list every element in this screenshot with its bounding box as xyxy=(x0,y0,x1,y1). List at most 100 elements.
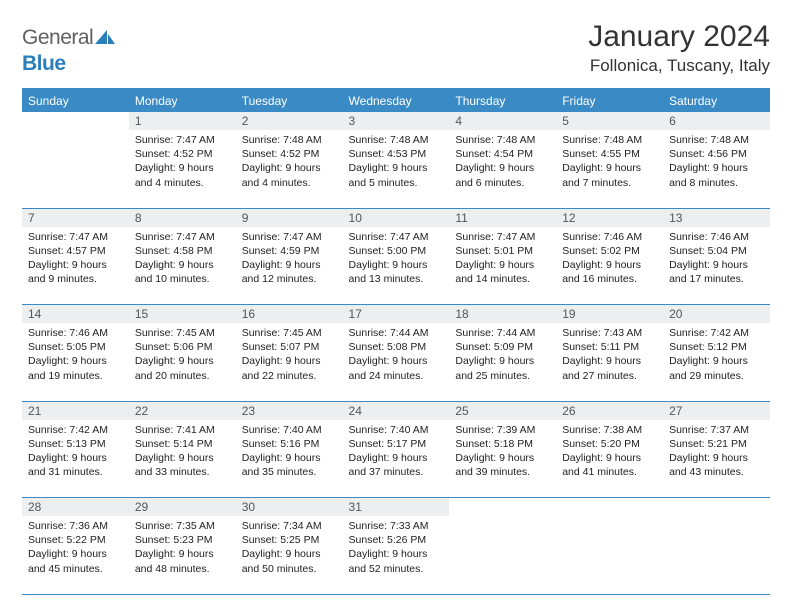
day-number-cell: 22 xyxy=(129,401,236,420)
day-number: 25 xyxy=(449,402,556,420)
day-number: 4 xyxy=(449,112,556,130)
day-details: Sunrise: 7:42 AMSunset: 5:13 PMDaylight:… xyxy=(22,420,129,486)
day-body-cell: Sunrise: 7:45 AMSunset: 5:07 PMDaylight:… xyxy=(236,323,343,401)
week-body-row: Sunrise: 7:36 AMSunset: 5:22 PMDaylight:… xyxy=(22,516,770,594)
day-body-cell: Sunrise: 7:44 AMSunset: 5:09 PMDaylight:… xyxy=(449,323,556,401)
day-details: Sunrise: 7:43 AMSunset: 5:11 PMDaylight:… xyxy=(556,323,663,389)
day-details: Sunrise: 7:48 AMSunset: 4:56 PMDaylight:… xyxy=(663,130,770,196)
day-number-cell: 15 xyxy=(129,305,236,324)
day-number: 1 xyxy=(129,112,236,130)
day-number-cell: 10 xyxy=(343,208,450,227)
location: Follonica, Tuscany, Italy xyxy=(588,56,770,76)
weekday-header: Monday xyxy=(129,89,236,112)
day-number-cell: 27 xyxy=(663,401,770,420)
week-daynum-row: 28293031 xyxy=(22,498,770,517)
day-number-cell: 9 xyxy=(236,208,343,227)
day-number: 30 xyxy=(236,498,343,516)
day-number: 20 xyxy=(663,305,770,323)
day-number-cell: 19 xyxy=(556,305,663,324)
day-number xyxy=(22,112,129,116)
week-daynum-row: 78910111213 xyxy=(22,208,770,227)
day-number: 17 xyxy=(343,305,450,323)
day-number-cell: 20 xyxy=(663,305,770,324)
day-body-cell xyxy=(556,516,663,594)
day-number-cell: 12 xyxy=(556,208,663,227)
week-daynum-row: 21222324252627 xyxy=(22,401,770,420)
day-number-cell: 7 xyxy=(22,208,129,227)
day-body-cell: Sunrise: 7:38 AMSunset: 5:20 PMDaylight:… xyxy=(556,420,663,498)
day-number-cell: 24 xyxy=(343,401,450,420)
day-number-cell: 30 xyxy=(236,498,343,517)
day-number: 21 xyxy=(22,402,129,420)
day-number: 23 xyxy=(236,402,343,420)
day-number: 2 xyxy=(236,112,343,130)
logo-part1: General xyxy=(22,26,93,49)
day-body-cell: Sunrise: 7:48 AMSunset: 4:52 PMDaylight:… xyxy=(236,130,343,208)
day-body-cell: Sunrise: 7:46 AMSunset: 5:05 PMDaylight:… xyxy=(22,323,129,401)
day-number-cell: 2 xyxy=(236,112,343,130)
day-body-cell: Sunrise: 7:42 AMSunset: 5:13 PMDaylight:… xyxy=(22,420,129,498)
week-body-row: Sunrise: 7:42 AMSunset: 5:13 PMDaylight:… xyxy=(22,420,770,498)
day-details: Sunrise: 7:42 AMSunset: 5:12 PMDaylight:… xyxy=(663,323,770,389)
day-details: Sunrise: 7:39 AMSunset: 5:18 PMDaylight:… xyxy=(449,420,556,486)
day-details: Sunrise: 7:40 AMSunset: 5:16 PMDaylight:… xyxy=(236,420,343,486)
day-body-cell: Sunrise: 7:48 AMSunset: 4:56 PMDaylight:… xyxy=(663,130,770,208)
day-number: 16 xyxy=(236,305,343,323)
day-body-cell: Sunrise: 7:43 AMSunset: 5:11 PMDaylight:… xyxy=(556,323,663,401)
day-details: Sunrise: 7:48 AMSunset: 4:52 PMDaylight:… xyxy=(236,130,343,196)
day-body-cell xyxy=(449,516,556,594)
day-number xyxy=(663,498,770,502)
day-number: 8 xyxy=(129,209,236,227)
day-body-cell xyxy=(22,130,129,208)
day-details: Sunrise: 7:44 AMSunset: 5:08 PMDaylight:… xyxy=(343,323,450,389)
day-number-cell: 8 xyxy=(129,208,236,227)
day-number xyxy=(449,498,556,502)
day-details: Sunrise: 7:47 AMSunset: 4:58 PMDaylight:… xyxy=(129,227,236,293)
day-number: 22 xyxy=(129,402,236,420)
day-number: 12 xyxy=(556,209,663,227)
day-details: Sunrise: 7:38 AMSunset: 5:20 PMDaylight:… xyxy=(556,420,663,486)
day-number-cell: 23 xyxy=(236,401,343,420)
day-body-cell: Sunrise: 7:48 AMSunset: 4:54 PMDaylight:… xyxy=(449,130,556,208)
day-body-cell: Sunrise: 7:47 AMSunset: 4:59 PMDaylight:… xyxy=(236,227,343,305)
week-body-row: Sunrise: 7:47 AMSunset: 4:57 PMDaylight:… xyxy=(22,227,770,305)
day-number-cell: 25 xyxy=(449,401,556,420)
day-details: Sunrise: 7:34 AMSunset: 5:25 PMDaylight:… xyxy=(236,516,343,582)
day-number xyxy=(556,498,663,502)
logo: General Blue xyxy=(22,26,116,76)
day-body-cell: Sunrise: 7:42 AMSunset: 5:12 PMDaylight:… xyxy=(663,323,770,401)
day-body-cell: Sunrise: 7:46 AMSunset: 5:02 PMDaylight:… xyxy=(556,227,663,305)
day-number: 28 xyxy=(22,498,129,516)
day-details: Sunrise: 7:35 AMSunset: 5:23 PMDaylight:… xyxy=(129,516,236,582)
day-number: 19 xyxy=(556,305,663,323)
page-header: GeneralBlue January 2024 Follonica, Tusc… xyxy=(22,20,770,76)
day-body-cell: Sunrise: 7:46 AMSunset: 5:04 PMDaylight:… xyxy=(663,227,770,305)
day-number-cell: 11 xyxy=(449,208,556,227)
day-details: Sunrise: 7:44 AMSunset: 5:09 PMDaylight:… xyxy=(449,323,556,389)
day-number: 15 xyxy=(129,305,236,323)
day-number-cell: 29 xyxy=(129,498,236,517)
calendar-table: SundayMondayTuesdayWednesdayThursdayFrid… xyxy=(22,88,770,595)
day-body-cell: Sunrise: 7:47 AMSunset: 5:01 PMDaylight:… xyxy=(449,227,556,305)
day-body-cell: Sunrise: 7:39 AMSunset: 5:18 PMDaylight:… xyxy=(449,420,556,498)
week-body-row: Sunrise: 7:47 AMSunset: 4:52 PMDaylight:… xyxy=(22,130,770,208)
day-number-cell: 17 xyxy=(343,305,450,324)
day-details: Sunrise: 7:46 AMSunset: 5:04 PMDaylight:… xyxy=(663,227,770,293)
day-body-cell: Sunrise: 7:37 AMSunset: 5:21 PMDaylight:… xyxy=(663,420,770,498)
day-details: Sunrise: 7:37 AMSunset: 5:21 PMDaylight:… xyxy=(663,420,770,486)
day-details: Sunrise: 7:33 AMSunset: 5:26 PMDaylight:… xyxy=(343,516,450,582)
weekday-header: Sunday xyxy=(22,89,129,112)
day-number-cell xyxy=(556,498,663,517)
day-number-cell: 6 xyxy=(663,112,770,130)
day-number-cell: 16 xyxy=(236,305,343,324)
day-details: Sunrise: 7:45 AMSunset: 5:07 PMDaylight:… xyxy=(236,323,343,389)
day-details: Sunrise: 7:41 AMSunset: 5:14 PMDaylight:… xyxy=(129,420,236,486)
day-number-cell: 28 xyxy=(22,498,129,517)
logo-part2: Blue xyxy=(22,52,66,75)
day-number: 31 xyxy=(343,498,450,516)
day-body-cell: Sunrise: 7:33 AMSunset: 5:26 PMDaylight:… xyxy=(343,516,450,594)
day-details: Sunrise: 7:47 AMSunset: 4:52 PMDaylight:… xyxy=(129,130,236,196)
week-daynum-row: 14151617181920 xyxy=(22,305,770,324)
day-number: 27 xyxy=(663,402,770,420)
day-body-cell: Sunrise: 7:44 AMSunset: 5:08 PMDaylight:… xyxy=(343,323,450,401)
